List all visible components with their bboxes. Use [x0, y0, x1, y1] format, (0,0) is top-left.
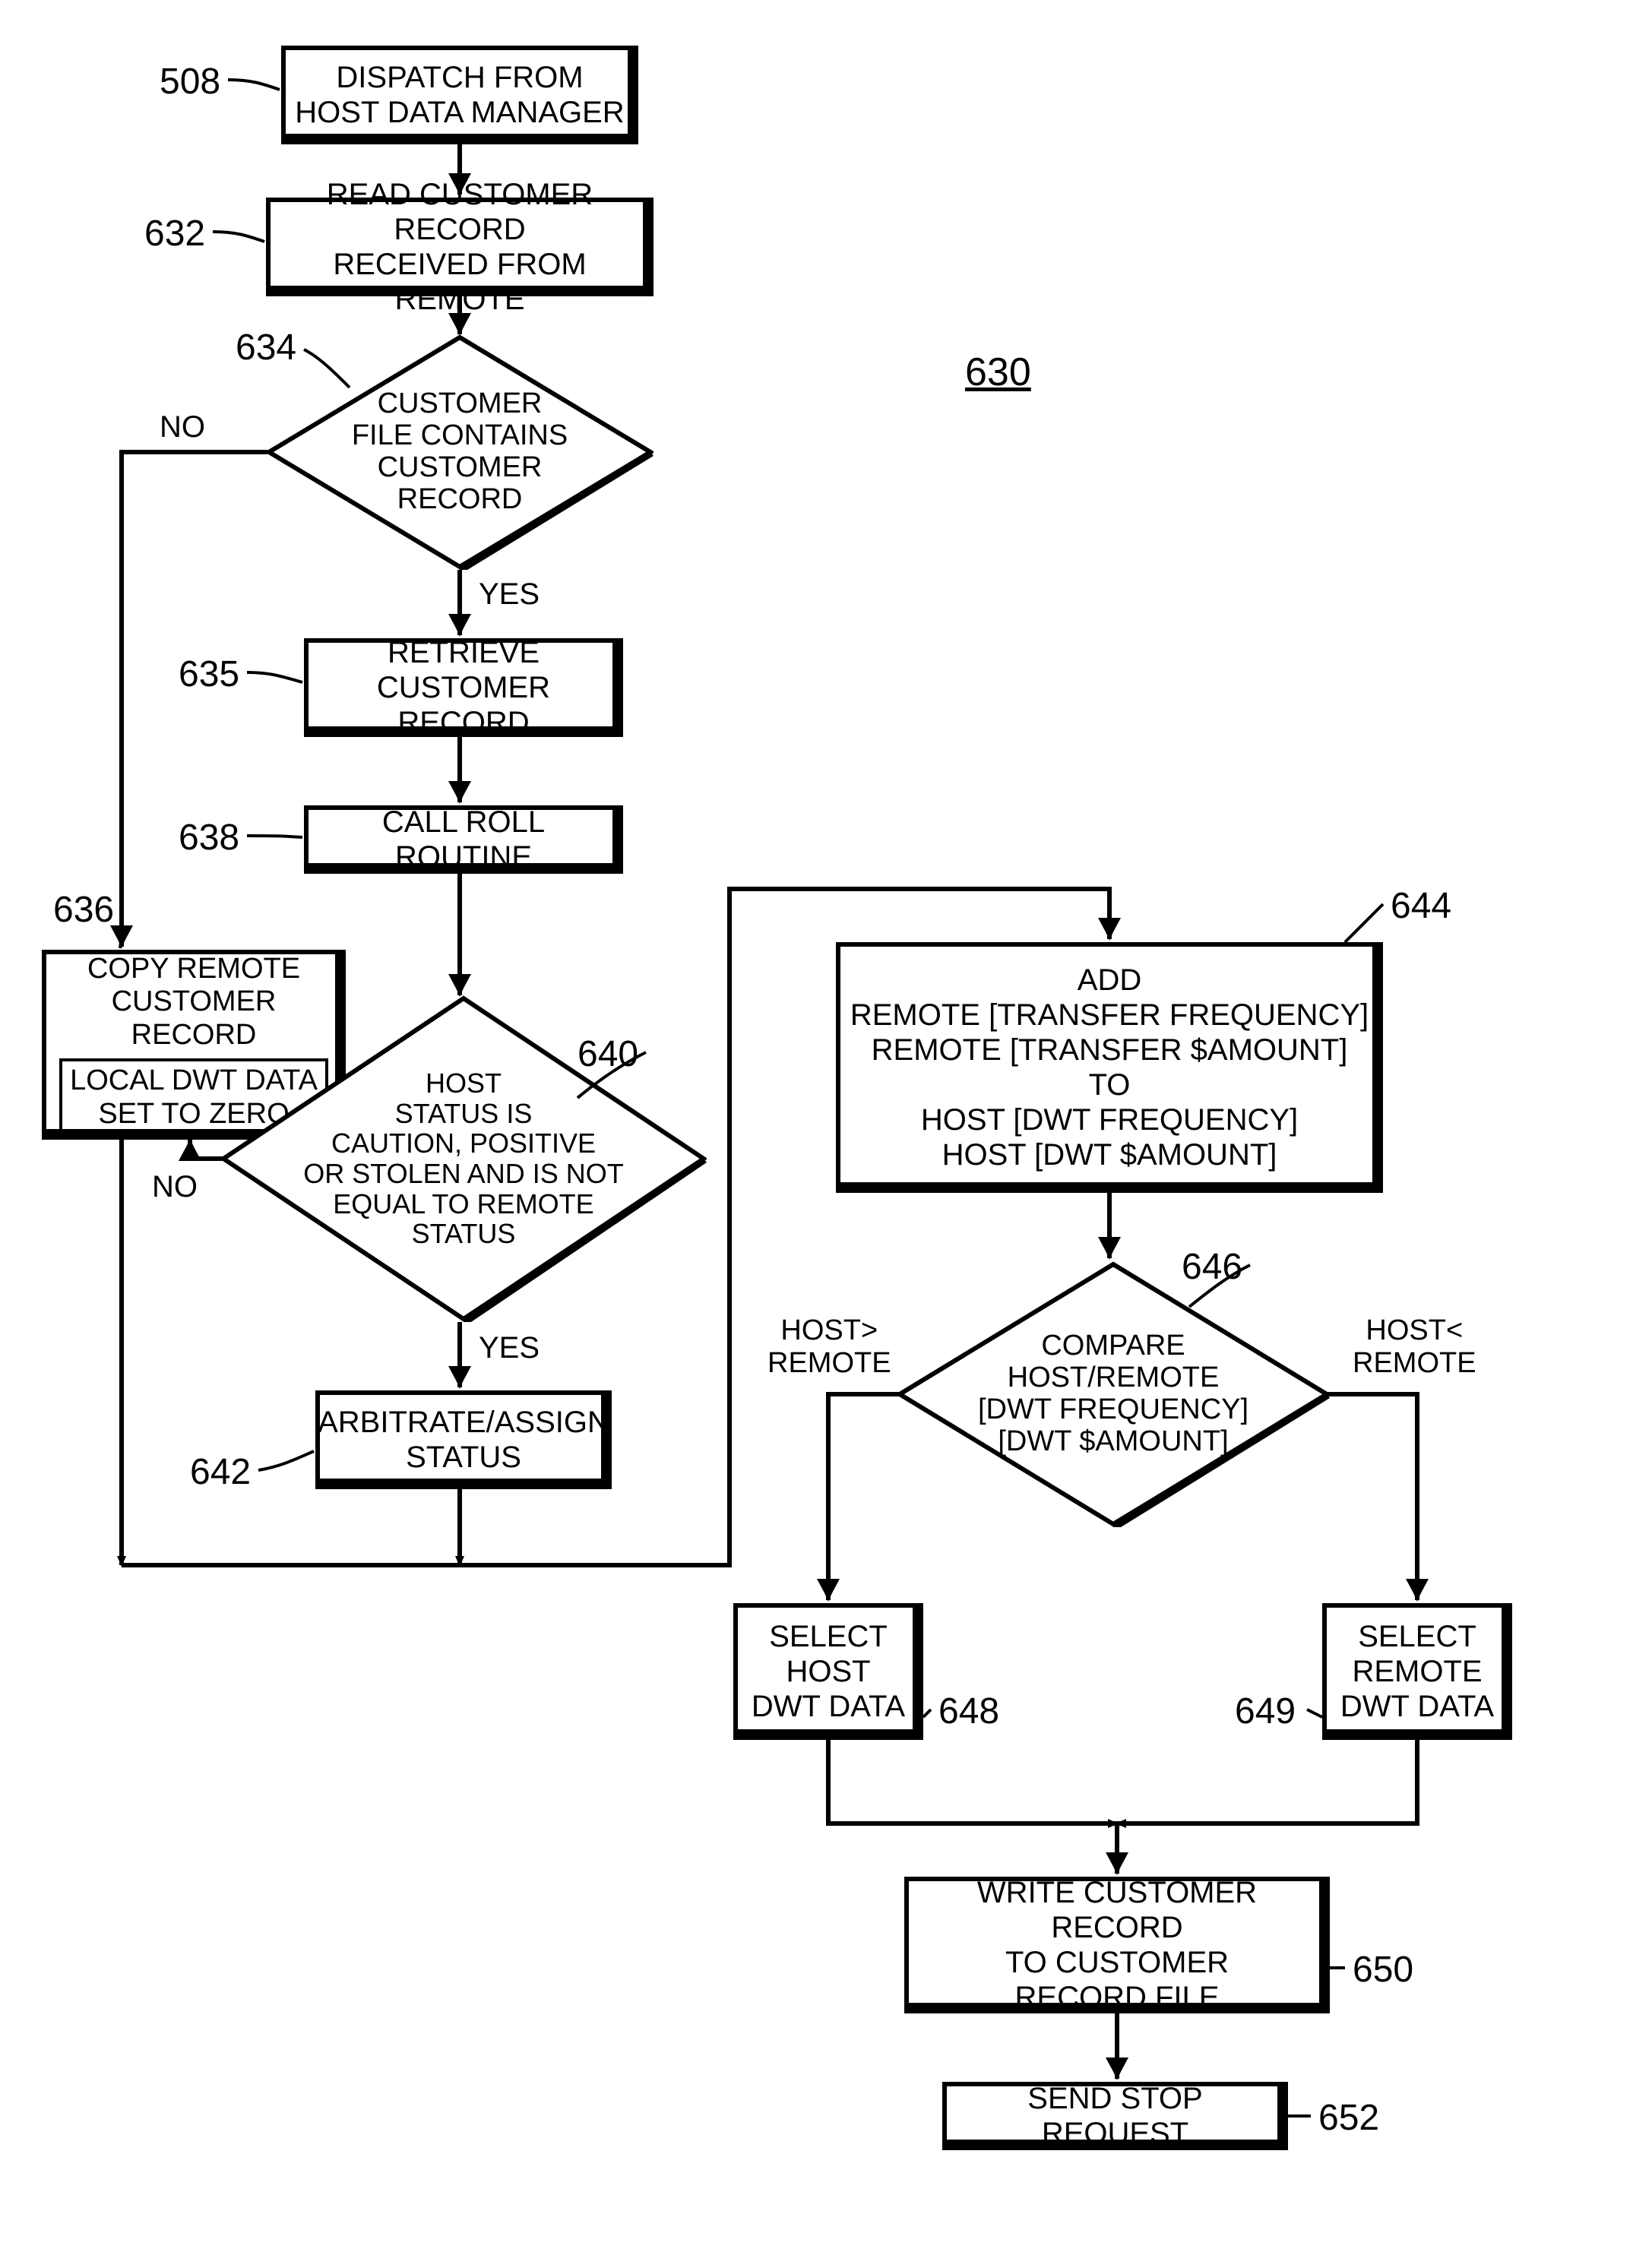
node-638: CALL ROLL ROUTINE	[304, 805, 623, 874]
node-632-text: READ CUSTOMER RECORD RECEIVED FROM REMOT…	[280, 177, 640, 317]
node-646: COMPARE HOST/REMOTE [DWT FREQUENCY] [DWT…	[897, 1261, 1330, 1527]
ref-638: 638	[179, 817, 239, 859]
ref-644: 644	[1391, 885, 1451, 927]
node-652-text: SEND STOP REQUEST	[956, 2081, 1274, 2151]
node-646-text: COMPARE HOST/REMOTE [DWT FREQUENCY] [DWT…	[978, 1330, 1248, 1457]
ref-635: 635	[179, 653, 239, 695]
label-634-yes: YES	[479, 577, 540, 612]
node-508-text: DISPATCH FROM HOST DATA MANAGER	[295, 60, 624, 130]
node-642-text: ARBITRATE/ASSIGN STATUS	[318, 1405, 609, 1475]
ref-652: 652	[1318, 2097, 1379, 2139]
label-640-yes: YES	[479, 1331, 540, 1365]
ref-632: 632	[144, 213, 205, 255]
label-634-no: NO	[160, 410, 205, 444]
node-638-text: CALL ROLL ROUTINE	[318, 805, 609, 875]
node-634: CUSTOMER FILE CONTAINS CUSTOMER RECORD	[266, 334, 654, 570]
node-648: SELECT HOST DWT DATA	[733, 1603, 923, 1740]
node-652: SEND STOP REQUEST	[942, 2082, 1288, 2150]
node-635-text: RETRIEVE CUSTOMER RECORD	[318, 635, 609, 740]
node-640-text: HOST STATUS IS CAUTION, POSITIVE OR STOL…	[303, 1068, 623, 1249]
node-650-text: WRITE CUSTOMER RECORD TO CUSTOMER RECORD…	[918, 1875, 1316, 2015]
node-642: ARBITRATE/ASSIGN STATUS	[315, 1390, 612, 1489]
figure-ref: 630	[965, 350, 1031, 395]
node-649-text: SELECT REMOTE DWT DATA	[1340, 1619, 1494, 1724]
label-640-no: NO	[152, 1170, 198, 1204]
ref-648: 648	[938, 1691, 999, 1732]
node-644: ADD REMOTE [TRANSFER FREQUENCY] REMOTE […	[836, 942, 1383, 1193]
node-635: RETRIEVE CUSTOMER RECORD	[304, 638, 623, 737]
ref-642: 642	[190, 1451, 251, 1493]
ref-634: 634	[236, 327, 296, 368]
label-646-left: HOST> REMOTE	[767, 1314, 891, 1380]
flowchart-canvas: 630 DISPATCH FROM HOST DATA MANAGER 508 …	[0, 0, 1652, 2252]
ref-646: 646	[1182, 1246, 1242, 1288]
ref-649: 649	[1235, 1691, 1296, 1732]
node-508: DISPATCH FROM HOST DATA MANAGER	[281, 46, 638, 144]
ref-636: 636	[53, 889, 114, 931]
node-650: WRITE CUSTOMER RECORD TO CUSTOMER RECORD…	[904, 1877, 1330, 2013]
node-644-text: ADD REMOTE [TRANSFER FREQUENCY] REMOTE […	[850, 963, 1369, 1172]
node-648-text: SELECT HOST DWT DATA	[752, 1619, 905, 1724]
ref-650: 650	[1353, 1949, 1413, 1991]
node-634-text: CUSTOMER FILE CONTAINS CUSTOMER RECORD	[352, 388, 568, 515]
ref-508: 508	[160, 61, 220, 103]
label-646-right: HOST< REMOTE	[1353, 1314, 1476, 1380]
node-649: SELECT REMOTE DWT DATA	[1322, 1603, 1512, 1740]
node-632: READ CUSTOMER RECORD RECEIVED FROM REMOT…	[266, 198, 654, 296]
